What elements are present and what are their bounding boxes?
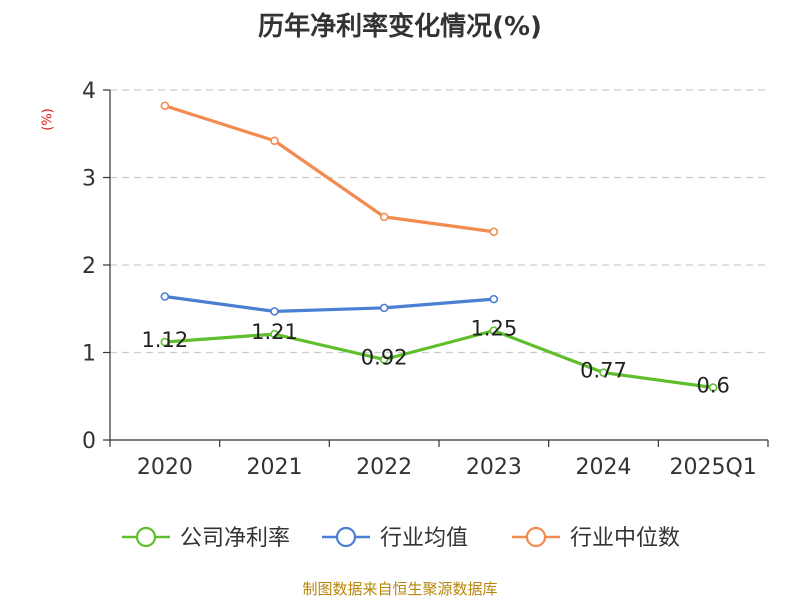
x-tick-label: 2022: [356, 455, 412, 480]
x-tick-label: 2023: [466, 455, 522, 480]
legend-label: 公司净利率: [180, 526, 290, 551]
series-line: [164, 329, 714, 390]
data-source-note: 制图数据来自恒生聚源数据库: [302, 580, 498, 598]
legend-marker: [335, 526, 357, 548]
data-point: [160, 337, 170, 347]
data-label: 0.92: [361, 346, 408, 370]
data-label: 0.6: [696, 374, 729, 398]
y-tick-label: 2: [82, 254, 96, 279]
data-point: [270, 307, 279, 316]
chart-title: 历年净利率变化情况(%): [258, 12, 542, 42]
x-tick-label: 2021: [247, 455, 303, 480]
data-point: [270, 136, 279, 146]
data-point: [160, 101, 170, 111]
data-label: 1.12: [141, 328, 188, 352]
y-tick-label: 1: [82, 342, 96, 367]
x-tick-label: 2020: [137, 455, 193, 480]
data-point: [489, 227, 499, 237]
legend-marker: [135, 526, 157, 548]
y-tick-label: 0: [82, 429, 96, 454]
x-tick-label: 2024: [576, 455, 632, 480]
data-point: [708, 383, 718, 392]
series-line: [164, 294, 494, 313]
data-point: [379, 355, 389, 364]
data-point: [599, 368, 608, 377]
data-point: [379, 212, 389, 222]
data-point: [160, 292, 170, 301]
legend-label: 行业均值: [380, 526, 468, 551]
data-point: [270, 329, 279, 339]
series-line: [164, 104, 495, 234]
legend-marker: [525, 526, 547, 548]
legend-label: 行业中位数: [570, 526, 680, 551]
data-label: 0.77: [580, 359, 627, 383]
data-label: 1.25: [470, 317, 517, 341]
data-label: 1.21: [251, 320, 298, 344]
y-tick-label: 3: [82, 167, 96, 192]
x-tick-label: 2025Q1: [670, 455, 757, 480]
data-point: [489, 294, 499, 304]
data-point: [489, 326, 499, 335]
data-point: [379, 303, 389, 313]
y-tick-label: 4: [82, 79, 96, 104]
